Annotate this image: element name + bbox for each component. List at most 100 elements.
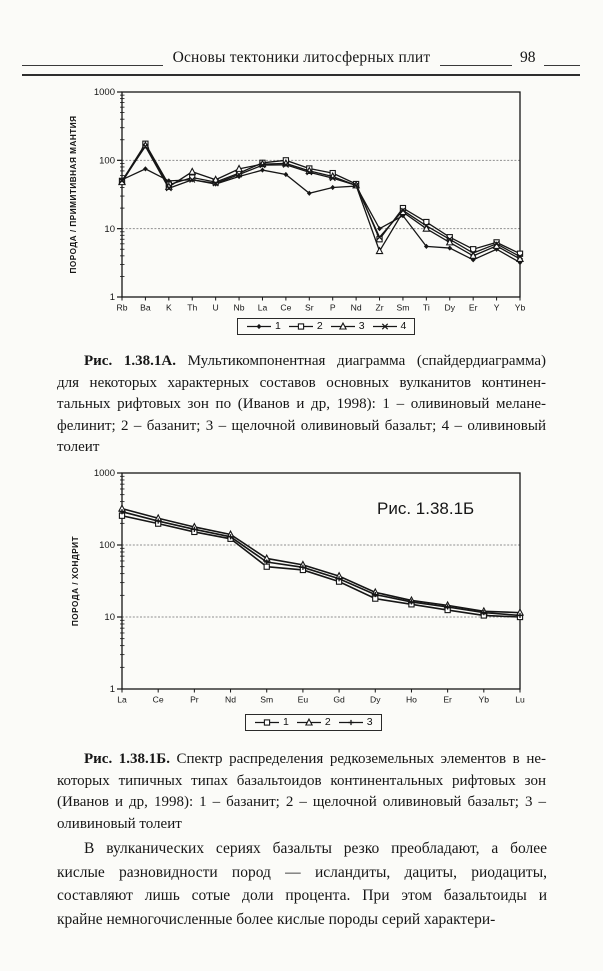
chart-1-legend: 1 2 3 4: [237, 318, 416, 335]
y-tick-label: 10: [104, 612, 115, 623]
x-tick-label: Pr: [190, 695, 199, 705]
x-tick-label: Ce: [280, 303, 291, 313]
caption-line: тальных рифтовых зон по (Иванов и др, 19…: [57, 396, 546, 412]
figure-2-caption: Рис. 1.38.1Б. Спектр распределения редко…: [57, 749, 546, 835]
x-tick-label: Sm: [260, 695, 273, 705]
x-tick-label: Gd: [333, 695, 345, 705]
y-axis: 1000 100 10 1: [94, 87, 125, 303]
x-tick-label: Zr: [375, 303, 383, 313]
header-rule: [22, 74, 580, 76]
caption-line: оливиновый толеит: [57, 815, 182, 832]
series-3: [119, 509, 523, 619]
gridlines: [122, 159, 520, 230]
plot-frame: [121, 472, 521, 690]
body-line: В вулканических сериях базальты резко пр…: [84, 840, 547, 857]
caption-line: Рис. 1.38.1Б. Спектр распределения редко…: [57, 749, 546, 771]
legend-label: 4: [400, 320, 407, 332]
y-tick-label: 100: [99, 156, 115, 167]
x-tick-label: Ho: [406, 695, 417, 705]
x-tick-label: Eu: [298, 695, 309, 705]
legend-item: 1: [246, 320, 281, 332]
y-tick-label: 100: [99, 540, 115, 551]
caption-line: Рис. 1.38.1А. Мультикомпонентная диаграм…: [57, 351, 546, 373]
series-2: [118, 140, 524, 257]
figure-label: Рис. 1.38.1Б.: [84, 751, 170, 767]
legend-label: 2: [316, 320, 323, 332]
x-tick-label: Ce: [153, 695, 164, 705]
x-tick-label: La: [258, 303, 268, 313]
figure-1-caption: Рис. 1.38.1А. Мультикомпонентная диаграм…: [57, 351, 546, 459]
x-tick-label: P: [330, 303, 336, 313]
gridlines: [122, 544, 520, 618]
legend-marker-x: [372, 322, 397, 330]
legend-marker-square-open: [288, 322, 313, 330]
legend-marker-diamond-filled: [247, 323, 271, 329]
series-4: [118, 143, 524, 260]
legend-item: 2: [296, 716, 331, 728]
caption-line: для некоторых характерных составов основ…: [57, 374, 546, 391]
legend-item: 3: [330, 320, 365, 332]
y-axis: 1000 100 10 1: [94, 468, 125, 695]
caption-text: Спектр распределения редкоземельных элем…: [176, 751, 546, 767]
page-number: 98: [512, 49, 544, 67]
x-tick-label: Sr: [305, 303, 314, 313]
legend-label: 2: [324, 716, 331, 728]
y-tick-label: 10: [104, 224, 115, 235]
x-tick-label: Th: [187, 303, 197, 313]
y-tick-label: 1000: [94, 468, 115, 479]
y-axis-title: ПОРОДА / ХОНДРИТ: [71, 536, 80, 626]
legend-label: 1: [275, 320, 281, 332]
running-title: Основы тектоники литосферных плит: [162, 49, 441, 66]
chart-inner-title: Рис. 1.38.1Б: [377, 499, 474, 518]
legend-label: 3: [358, 320, 365, 332]
legend-item: 3: [338, 716, 373, 728]
figure-label: Рис. 1.38.1А.: [84, 353, 176, 369]
x-tick-label: U: [213, 303, 219, 313]
ree-spectrum-chart: 1000 100 10 1La Ce Pr Nd Sm Eu Gd Dy Ho Er Yb Lu ПОРОДА…: [71, 468, 525, 705]
x-tick-label: Yb: [515, 303, 526, 313]
x-tick-label: La: [117, 695, 127, 705]
spider-diagram-chart: 1000 100 10 1Rb Ba K Th U Nb La Ce Sr P Nd Zr Sm Ti Dy Er Y…: [69, 87, 526, 313]
header-title-row: Основы тектоники литосферных плит: [0, 49, 603, 67]
series-2: [117, 504, 525, 616]
x-tick-label: Yb: [479, 695, 490, 705]
x-tick-label: Nd: [351, 303, 362, 313]
legend-item: 2: [288, 320, 323, 332]
x-tick-label: Ba: [140, 303, 151, 313]
legend-item: 4: [372, 320, 407, 332]
x-axis: La Ce Pr Nd Sm Eu Gd Dy Ho Er Yb Lu: [117, 689, 525, 705]
x-tick-label: Er: [443, 695, 452, 705]
legend-label: 1: [283, 716, 289, 728]
x-tick-label: Ti: [423, 303, 430, 313]
x-tick-label: Sm: [396, 303, 409, 313]
caption-line: (Иванов и др, 1998): 1 – базанит; 2 – ще…: [57, 794, 546, 810]
caption-line: которых типичных типах базальтоидов конт…: [57, 772, 546, 789]
plot-frame: [121, 91, 521, 298]
legend-marker-plus: [338, 719, 363, 725]
legend-marker-triangle-open: [330, 321, 355, 330]
legend-marker-triangle-open: [296, 717, 321, 726]
body-line: крайне немногочисленные более кислые пор…: [57, 910, 496, 928]
x-tick-label: Er: [469, 303, 478, 313]
x-tick-label: Nb: [234, 303, 245, 313]
caption-line: фелинит; 2 – базанит; 3 – щелочной оливи…: [57, 417, 546, 434]
x-tick-label: Lu: [515, 695, 525, 705]
y-tick-label: 1: [110, 684, 115, 695]
x-tick-label: Dy: [370, 695, 381, 705]
x-tick-label: Dy: [445, 303, 456, 313]
x-tick-label: Rb: [117, 303, 128, 313]
series-1: [118, 512, 524, 621]
caption-line: толеит: [57, 439, 100, 455]
legend-item: 1: [254, 716, 289, 728]
page-header: Основы тектоники литосферных плит 98: [0, 0, 603, 80]
y-tick-label: 1: [110, 292, 115, 303]
chart-2-legend: 1 2 3: [245, 714, 382, 731]
x-tick-label: Nd: [225, 695, 236, 705]
x-axis: Rb Ba K Th U Nb La Ce Sr P Nd Zr Sm Ti Dy Er Y Yb: [117, 297, 526, 313]
y-axis-title: ПОРОДА / ПРИМИТИВНАЯ МАНТИЯ: [69, 115, 78, 273]
caption-text: Мультикомпонентная диаграмма (спайдердиа…: [187, 353, 547, 369]
body-line: кислые разновидности пород — исландиты, …: [57, 863, 547, 881]
body-paragraph: В вулканических сериях базальты резко пр…: [57, 837, 547, 931]
x-tick-label: Y: [494, 303, 500, 313]
legend-marker-square-open: [255, 718, 279, 726]
